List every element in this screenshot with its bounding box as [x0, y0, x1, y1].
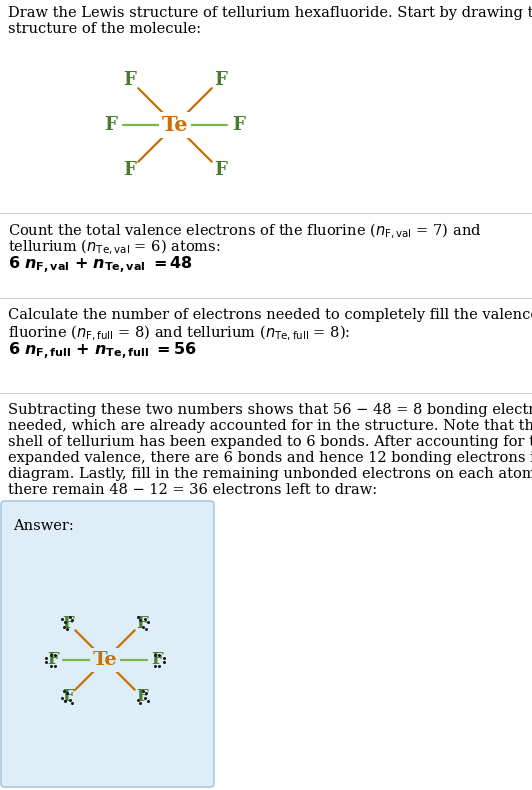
Text: expanded valence, there are 6 bonds and hence 12 bonding electrons in the: expanded valence, there are 6 bonds and … — [8, 451, 532, 465]
Text: F: F — [136, 688, 147, 705]
Text: F: F — [123, 71, 136, 88]
FancyBboxPatch shape — [1, 501, 214, 787]
Text: tellurium ($n_{\rm Te,val}$ = 6) atoms:: tellurium ($n_{\rm Te,val}$ = 6) atoms: — [8, 238, 221, 258]
Text: shell of tellurium has been expanded to 6 bonds. After accounting for the: shell of tellurium has been expanded to … — [8, 435, 532, 449]
Text: F: F — [136, 615, 147, 632]
Text: F: F — [214, 71, 227, 88]
Text: F: F — [214, 161, 227, 179]
Text: diagram. Lastly, fill in the remaining unbonded electrons on each atom. In total: diagram. Lastly, fill in the remaining u… — [8, 467, 532, 481]
Text: F: F — [151, 652, 163, 668]
Text: F: F — [62, 615, 74, 632]
Text: needed, which are already accounted for in the structure. Note that the valence: needed, which are already accounted for … — [8, 419, 532, 433]
Text: $\mathbf{6}$ $\boldsymbol{n}_{\mathbf{F,val}}$ $\mathbf{+}$ $\boldsymbol{n}_{\ma: $\mathbf{6}$ $\boldsymbol{n}_{\mathbf{F,… — [8, 255, 193, 276]
Text: F: F — [62, 688, 74, 705]
Text: structure of the molecule:: structure of the molecule: — [8, 22, 201, 36]
Text: F: F — [232, 116, 245, 134]
Text: F: F — [47, 652, 59, 668]
Text: Answer:: Answer: — [13, 519, 74, 533]
Text: Te: Te — [93, 651, 118, 669]
Text: F: F — [105, 116, 118, 134]
Text: Draw the Lewis structure of tellurium hexafluoride. Start by drawing the overall: Draw the Lewis structure of tellurium he… — [8, 6, 532, 20]
Text: Calculate the number of electrons needed to completely fill the valence shells f: Calculate the number of electrons needed… — [8, 308, 532, 322]
Text: $\mathbf{6}$ $\boldsymbol{n}_{\mathbf{F,full}}$ $\mathbf{+}$ $\boldsymbol{n}_{\m: $\mathbf{6}$ $\boldsymbol{n}_{\mathbf{F,… — [8, 341, 197, 363]
Text: fluorine ($n_{\rm F,full}$ = 8) and tellurium ($n_{\rm Te,full}$ = 8):: fluorine ($n_{\rm F,full}$ = 8) and tell… — [8, 324, 350, 344]
Text: F: F — [123, 161, 136, 179]
Text: Te: Te — [162, 115, 188, 135]
Text: Subtracting these two numbers shows that 56 − 48 = 8 bonding electrons are: Subtracting these two numbers shows that… — [8, 403, 532, 417]
Text: there remain 48 − 12 = 36 electrons left to draw:: there remain 48 − 12 = 36 electrons left… — [8, 483, 377, 497]
Text: Count the total valence electrons of the fluorine ($n_{\rm F,val}$ = 7) and: Count the total valence electrons of the… — [8, 222, 481, 241]
